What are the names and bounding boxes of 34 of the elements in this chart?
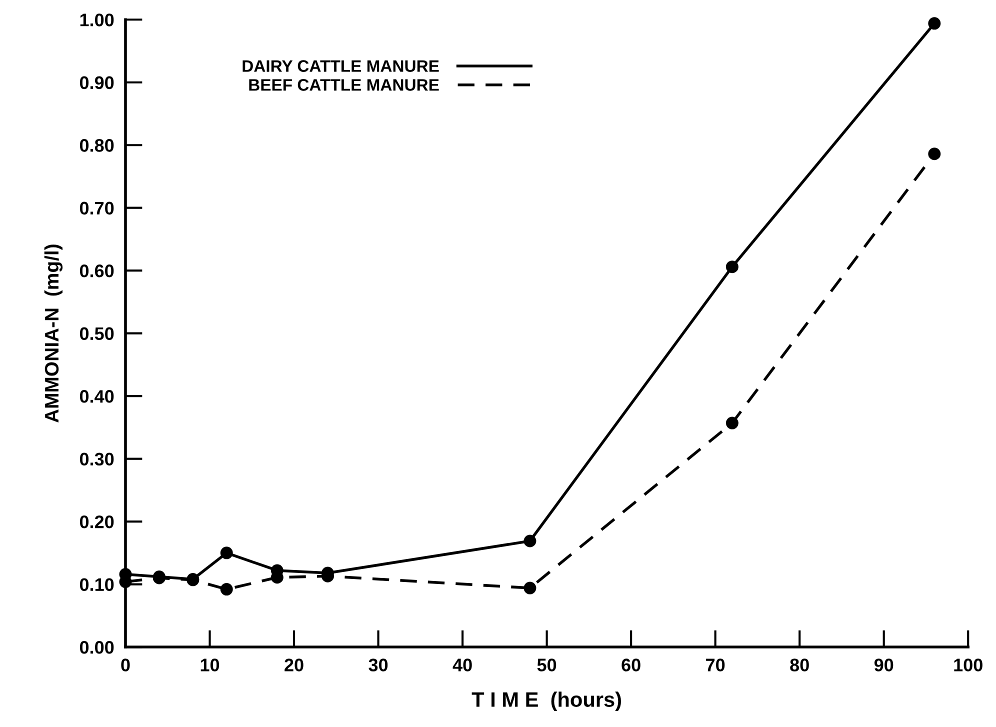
- x-tick-label: 0: [121, 658, 130, 672]
- y-tick-label: 0.20: [80, 515, 114, 528]
- x-tick-label: 90: [874, 658, 894, 672]
- x-axis-title: T I M E (hours): [472, 692, 621, 712]
- x-tick-label: 80: [790, 658, 809, 672]
- point: [524, 582, 536, 594]
- y-tick-label: 0.40: [80, 390, 114, 403]
- x-tick-label: 70: [706, 658, 725, 672]
- x-tick-label: 20: [284, 658, 304, 672]
- point: [726, 416, 738, 430]
- x-tick-label: 50: [537, 658, 556, 672]
- x-tick-label: 40: [452, 658, 472, 672]
- y-tick-label: 0.80: [80, 139, 114, 152]
- y-tick-label: 0.70: [80, 202, 114, 215]
- legend-label: BEEF CATTLE MANURE: [249, 79, 439, 91]
- y-tick-label: 0.30: [80, 452, 114, 466]
- y-tick-label: 1.00: [80, 14, 114, 26]
- point: [726, 260, 738, 274]
- point: [524, 534, 536, 548]
- y-tick-label: 0.50: [80, 327, 114, 340]
- x-tick-label: 10: [200, 658, 220, 672]
- point: [928, 148, 941, 160]
- y-tick-label: 0.60: [80, 264, 114, 278]
- x-tick-label: 100: [954, 658, 982, 672]
- legend-label: DAIRY CATTLE MANURE: [242, 60, 439, 72]
- y-axis-title: AMMONIA-N (mg/l): [44, 244, 63, 422]
- y-tick-label: 0.90: [80, 76, 114, 90]
- point: [928, 17, 941, 30]
- point: [220, 583, 233, 596]
- y-tick-label: 0.10: [80, 578, 114, 592]
- x-tick-label: 30: [368, 658, 388, 672]
- x-tick-label: 60: [622, 658, 640, 672]
- y-tick-label: 0.00: [80, 640, 114, 654]
- point: [220, 546, 233, 560]
